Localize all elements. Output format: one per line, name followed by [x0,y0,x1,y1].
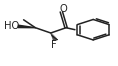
Polygon shape [18,25,35,28]
Text: O: O [59,4,67,14]
Text: F: F [51,40,57,50]
Text: HO: HO [4,21,19,31]
